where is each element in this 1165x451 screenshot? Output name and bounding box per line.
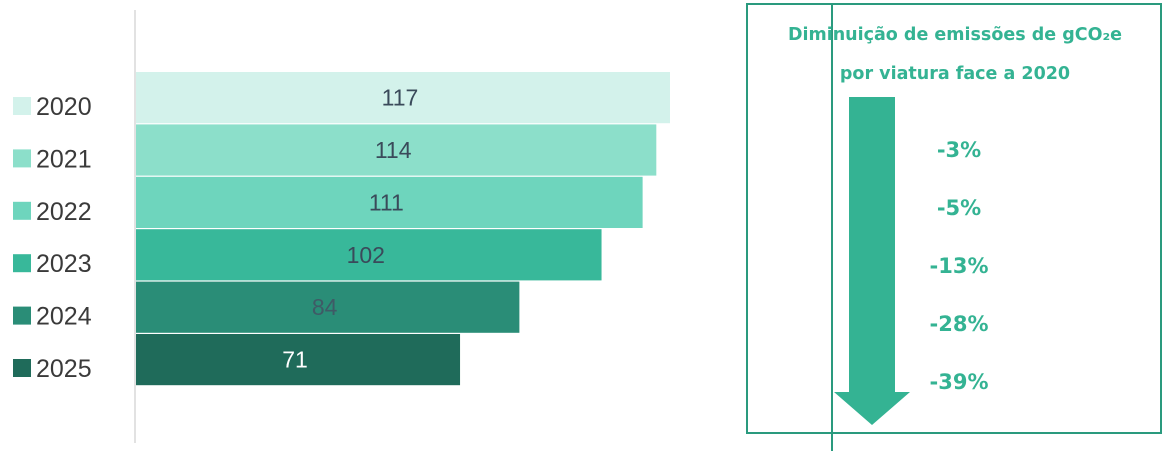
bar-2023 (136, 229, 602, 281)
bar-value-label: 114 (375, 137, 412, 163)
legend: 2020 2021 2022 2023 2024 2025 (13, 93, 92, 383)
reduction-label: -5% (937, 196, 981, 220)
bar-2022 (136, 176, 643, 228)
legend-label-2021: 2021 (36, 145, 92, 173)
legend-label-2023: 2023 (36, 250, 92, 278)
reduction-label: -3% (937, 138, 981, 162)
bar-2024 (136, 281, 520, 333)
legend-label-2024: 2024 (36, 303, 92, 331)
legend-label-2022: 2022 (36, 198, 92, 226)
bar-value-label: 111 (369, 189, 404, 215)
bar-2020 (136, 72, 670, 124)
bar-value-label: 71 (282, 347, 308, 373)
legend-swatch-2021 (13, 149, 31, 168)
bar-value-label: 117 (382, 85, 419, 111)
panel-title-line1: Diminuição de emissões de gCO₂e (788, 25, 1122, 45)
reduction-label: -28% (930, 312, 989, 336)
bar-value-label: 84 (312, 294, 338, 320)
reduction-label: -39% (930, 370, 989, 394)
legend-label-2020: 2020 (36, 93, 92, 121)
bar-2025 (136, 334, 461, 386)
legend-label-2025: 2025 (36, 355, 92, 383)
legend-swatch-2022 (13, 201, 31, 220)
arrow-down-icon (834, 97, 910, 425)
legend-swatch-2020 (13, 97, 31, 115)
legend-swatch-2024 (13, 306, 31, 325)
bar-2021 (136, 124, 657, 176)
panel-border (746, 3, 1162, 434)
bar-value-label: 102 (347, 242, 385, 268)
legend-swatch-2025 (13, 359, 31, 377)
reduction-label: -13% (930, 254, 989, 278)
legend-swatch-2023 (13, 254, 31, 273)
panel-title-line2: por viatura face a 2020 (840, 64, 1070, 84)
reduction-panel: Diminuição de emissões de gCO₂e por viat… (746, 3, 1162, 451)
bars-group: 117 114 111 102 84 71 (136, 72, 670, 386)
